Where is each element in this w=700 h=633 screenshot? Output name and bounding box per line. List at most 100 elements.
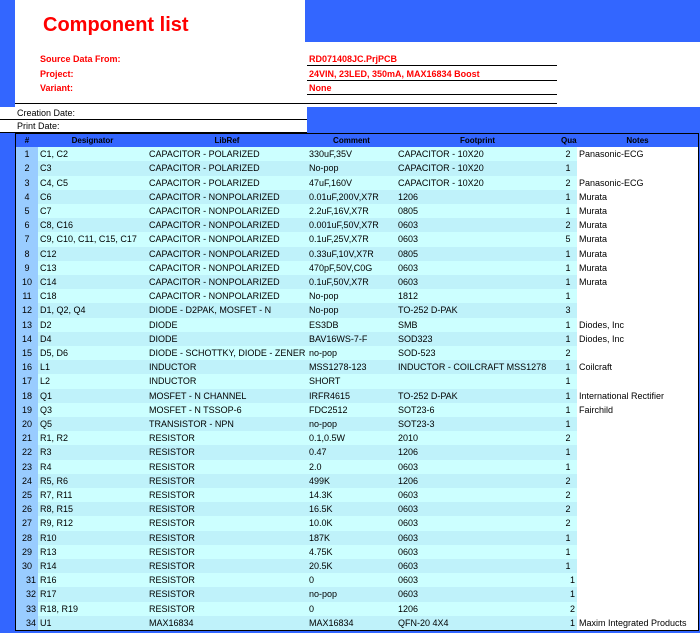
table-cell: 1 (559, 360, 578, 376)
table-cell (577, 488, 699, 504)
table-cell: 2.2uF,16V,X7R (307, 204, 397, 220)
table-cell (396, 374, 560, 390)
table-cell: 1206 (396, 445, 560, 461)
table-cell: R9, R12 (38, 516, 148, 532)
table-cell: SOD323 (396, 331, 560, 347)
table-cell: MSS1278-123 (307, 360, 397, 376)
table-cell: 3 (559, 303, 578, 319)
table-cell (577, 587, 699, 603)
table-cell: 0603 (396, 516, 560, 532)
field-label: Source Data From: (40, 54, 121, 64)
table-cell: R7, R11 (38, 488, 148, 504)
table-cell: CAPACITOR - 10X20 (396, 175, 560, 191)
table-cell: 2 (559, 218, 578, 234)
table-cell: Diodes, Inc (577, 331, 699, 347)
table-cell: 1 (559, 246, 578, 262)
table-cell: 1 (559, 260, 578, 276)
table-cell (577, 417, 699, 433)
table-cell: 2010 (396, 431, 560, 447)
table-cell: TO-252 D-PAK (396, 303, 560, 319)
table-cell: 1 (559, 559, 578, 575)
table-cell: RESISTOR (147, 601, 308, 617)
table-cell: C18 (38, 289, 148, 305)
table-cell: 0603 (396, 502, 560, 518)
table-cell: RESISTOR (147, 459, 308, 475)
table-cell: R1, R2 (38, 431, 148, 447)
table-cell: CAPACITOR - NONPOLARIZED (147, 218, 308, 234)
table-cell: BAV16WS-7-F (307, 331, 397, 347)
table-cell: 0603 (396, 573, 560, 589)
table-cell: 0603 (396, 587, 560, 603)
underline (307, 65, 557, 66)
table-cell: 0603 (396, 530, 560, 546)
table-cell: 11 (15, 289, 39, 305)
table-cell: 0.1,0.5W (307, 431, 397, 447)
table-cell: 2 (559, 473, 578, 489)
table-cell: Murata (577, 260, 699, 276)
table-cell: Q3 (38, 402, 148, 418)
column-header: # (15, 133, 39, 149)
table-cell: No-pop (307, 303, 397, 319)
table-cell: RESISTOR (147, 445, 308, 461)
field-label: Project: (40, 68, 74, 79)
table-cell: 1 (559, 445, 578, 461)
table-cell: CAPACITOR - POLARIZED (147, 161, 308, 177)
underline (0, 119, 307, 120)
table-cell: 0.1uF,50V,X7R (307, 275, 397, 291)
table-cell: 2 (559, 175, 578, 191)
table-cell: QFN-20 4X4 (396, 615, 560, 631)
table-cell: 19 (15, 402, 39, 418)
table-cell: 1 (15, 147, 39, 163)
table-cell: RESISTOR (147, 473, 308, 489)
table-cell: 0603 (396, 488, 560, 504)
table-cell: DIODE (147, 331, 308, 347)
table-cell: FDC2512 (307, 402, 397, 418)
table-cell: CAPACITOR - 10X20 (396, 147, 560, 163)
table-cell: D2 (38, 317, 148, 333)
table-cell: 3 (15, 175, 39, 191)
title: Component list (43, 14, 189, 36)
underline (0, 132, 307, 133)
table-cell: R5, R6 (38, 473, 148, 489)
table-cell: D5, D6 (38, 346, 148, 362)
table-cell: No-pop (307, 161, 397, 177)
table-cell: 12 (15, 303, 39, 319)
table-cell: DIODE (147, 317, 308, 333)
table-cell: 0603 (396, 275, 560, 291)
table-cell (577, 431, 699, 447)
table-cell: 1 (559, 204, 578, 220)
table-cell: 0603 (396, 218, 560, 234)
table-cell: RESISTOR (147, 544, 308, 560)
table-cell: 0603 (396, 459, 560, 475)
table-cell: C8, C16 (38, 218, 148, 234)
table-cell (577, 346, 699, 362)
table-cell: C6 (38, 189, 148, 205)
table-cell: SOT23-3 (396, 417, 560, 433)
table-cell: RESISTOR (147, 516, 308, 532)
table-cell: 2 (559, 431, 578, 447)
table-cell: 1 (559, 289, 578, 305)
table-cell: 2 (559, 516, 578, 532)
table-cell: MAX16834 (147, 615, 308, 631)
table-cell: 34 (15, 615, 39, 631)
table-cell: ES3DB (307, 317, 397, 333)
table-cell: RESISTOR (147, 573, 308, 589)
table-cell: R18, R19 (38, 601, 148, 617)
table-cell: 1 (559, 402, 578, 418)
table-cell: RESISTOR (147, 587, 308, 603)
table-cell: L2 (38, 374, 148, 390)
table-cell: Murata (577, 275, 699, 291)
table-cell: 0.1uF,25V,X7R (307, 232, 397, 248)
table-cell: 7 (15, 232, 39, 248)
table-cell: SMB (396, 317, 560, 333)
table-cell: 0 (307, 573, 397, 589)
table-cell: C1, C2 (38, 147, 148, 163)
table-cell: TRANSISTOR - NPN (147, 417, 308, 433)
table-cell: 1 (559, 189, 578, 205)
table-cell (577, 559, 699, 575)
table-cell: 8 (15, 246, 39, 262)
table-cell: Murata (577, 189, 699, 205)
table-cell: 0603 (396, 559, 560, 575)
table-cell: 15 (15, 346, 39, 362)
table-cell: Maxim Integrated Products (577, 615, 699, 631)
